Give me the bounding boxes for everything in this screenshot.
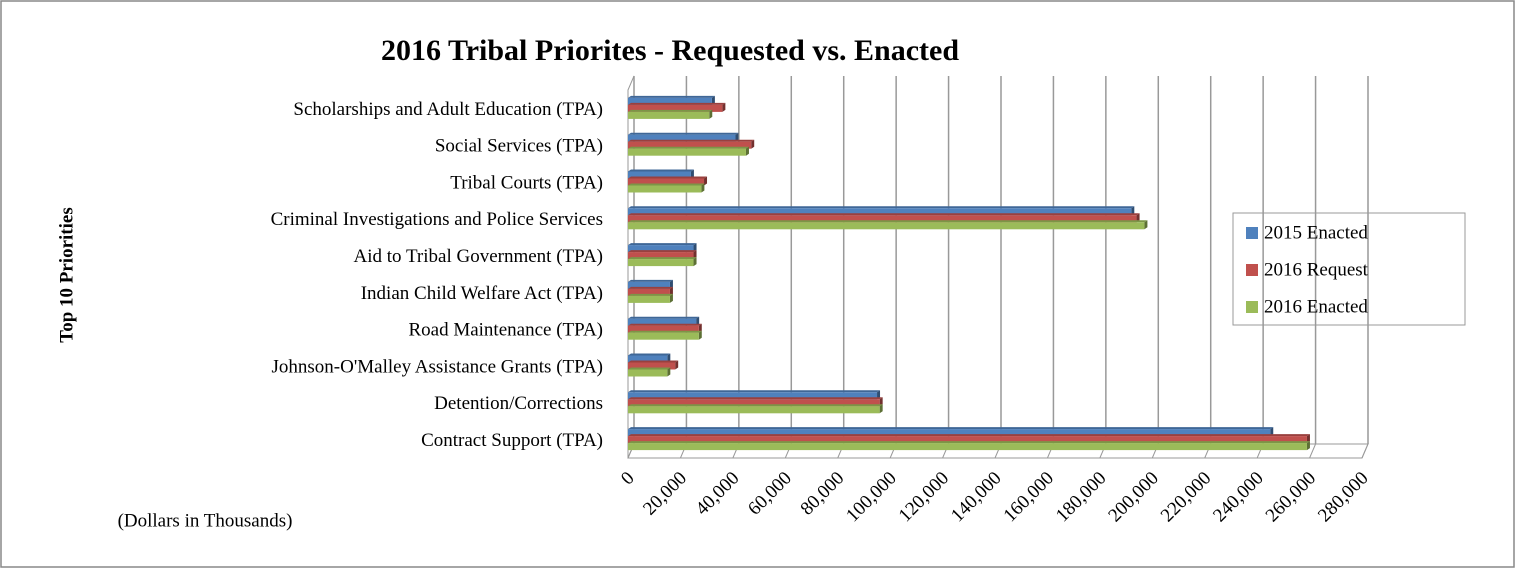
bar — [628, 330, 702, 340]
bar — [628, 367, 671, 377]
bar — [628, 169, 694, 179]
bar — [628, 176, 708, 186]
bar — [628, 353, 671, 363]
y-axis-title: Top 10 Priorities — [56, 207, 77, 342]
bar — [628, 206, 1135, 216]
bar — [628, 109, 713, 119]
y-tick-label: Contract Support (TPA) — [421, 430, 603, 451]
bar — [628, 146, 749, 156]
bar — [628, 434, 1310, 444]
bar — [628, 250, 697, 260]
bar — [628, 441, 1310, 451]
bar — [628, 102, 726, 112]
legend — [1232, 212, 1466, 326]
legend-swatch — [1246, 301, 1258, 313]
bar — [628, 427, 1274, 437]
legend-swatch — [1246, 227, 1258, 239]
y-tick-label: Road Maintenance (TPA) — [408, 320, 603, 341]
y-tick-label: Detention/Corrections — [434, 393, 603, 414]
y-tick-label: Johnson-O'Malley Assistance Grants (TPA) — [272, 356, 604, 377]
bar — [628, 360, 679, 370]
bar — [628, 397, 883, 407]
bar — [628, 139, 755, 149]
bar — [628, 183, 705, 193]
chart-title: 2016 Tribal Priorites - Requested vs. En… — [381, 34, 959, 67]
y-tick-label: Social Services (TPA) — [435, 136, 603, 157]
bar — [628, 257, 697, 267]
bar — [628, 390, 881, 400]
bar — [628, 286, 673, 296]
y-tick-label: Scholarships and Adult Education (TPA) — [293, 99, 603, 120]
x-axis-title: (Dollars in Thousands) — [118, 510, 293, 531]
bar — [628, 279, 673, 289]
y-tick-label: Criminal Investigations and Police Servi… — [271, 209, 603, 230]
legend-label: 2016 Enacted — [1264, 296, 1368, 317]
bar — [628, 95, 715, 105]
bar — [628, 213, 1140, 223]
y-tick-label: Tribal Courts (TPA) — [450, 172, 603, 193]
bar — [628, 243, 697, 253]
bar — [628, 404, 883, 414]
legend-label: 2016 Request — [1264, 259, 1369, 280]
tick-mark — [1361, 443, 1369, 459]
bar — [628, 293, 673, 303]
tick-mark — [1309, 443, 1317, 459]
bar — [628, 316, 700, 326]
y-tick-label: Indian Child Welfare Act (TPA) — [361, 283, 603, 304]
bar — [628, 323, 702, 333]
legend-swatch — [1246, 264, 1258, 276]
bar — [628, 132, 739, 142]
legend-label: 2015 Enacted — [1264, 222, 1368, 243]
bar — [628, 220, 1148, 230]
y-tick-label: Aid to Tribal Government (TPA) — [354, 246, 603, 267]
